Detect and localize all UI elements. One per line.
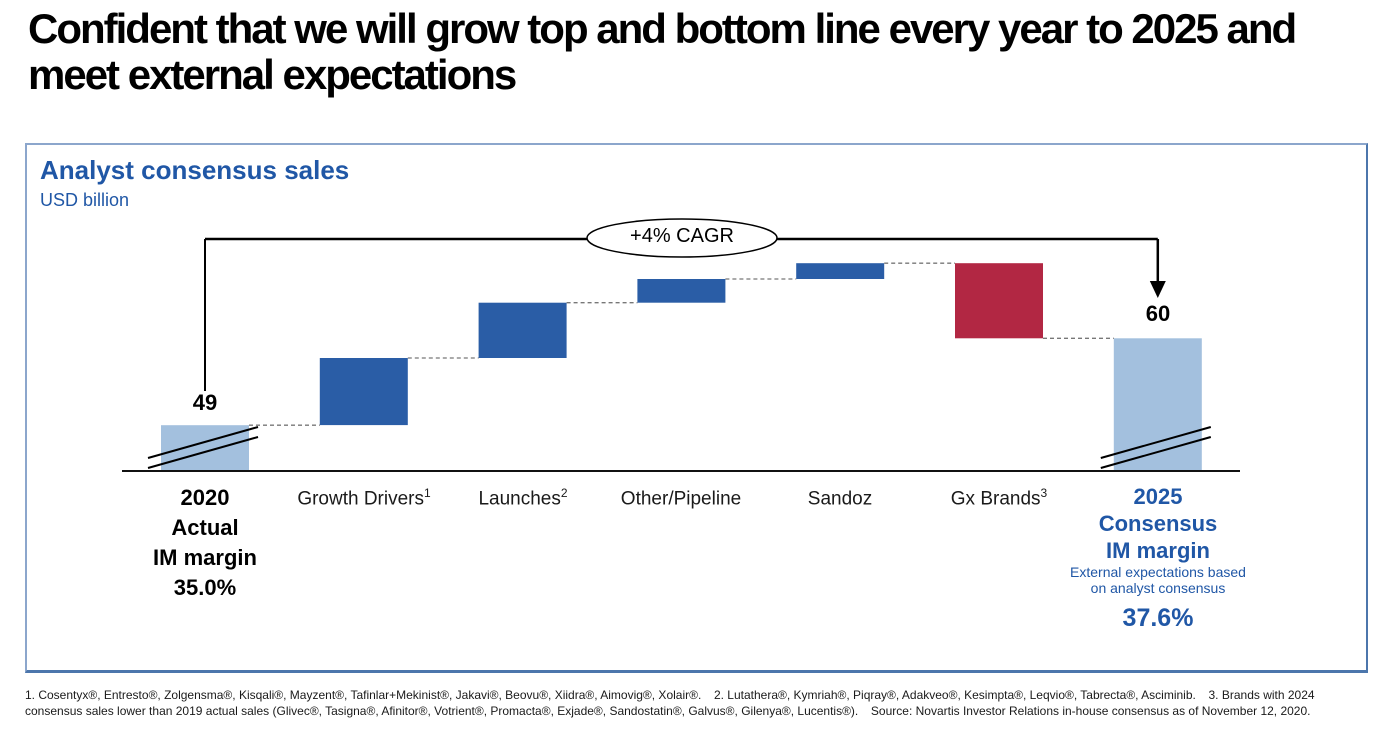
chart-subtitle: USD billion — [40, 190, 130, 210]
category-label-gx-brands: Gx Brands3 — [914, 486, 1084, 510]
bar-launches — [478, 302, 567, 358]
im-margin-2020-line: IM margin — [153, 545, 257, 570]
waterfall-chart: +4% CAGR 49 60 Growth Drivers1 Launches2… — [27, 145, 1366, 670]
category-label-launches: Launches2 — [438, 486, 608, 510]
bar-gx-brands — [955, 263, 1043, 339]
category-label-growth-drivers: Growth Drivers1 — [279, 486, 449, 510]
axis-break-mark — [147, 426, 259, 459]
category-label-other-pipeline: Other/Pipeline — [596, 486, 766, 510]
value-label-2020: 49 — [192, 390, 218, 415]
category-label-text: Gx Brands — [950, 488, 1041, 510]
bar-sandoz — [796, 263, 885, 279]
consensus-line: Consensus — [1098, 511, 1218, 536]
im-margin-2025-value: 37.6% — [1122, 604, 1194, 632]
axis-break-mark — [1100, 426, 1212, 459]
consensus-note-line: on analyst consensus — [1090, 580, 1226, 596]
consensus-note-line: External expectations based — [1070, 564, 1246, 580]
slide-title: Confident that we will grow top and bott… — [28, 5, 1297, 98]
axis-break-mark — [147, 436, 259, 469]
footnote-ref: 2 — [560, 486, 568, 500]
im-margin-2020-value: 35.0% — [173, 575, 237, 600]
chart-title: Analyst consensus sales — [40, 155, 350, 185]
category-label-text: Other/Pipeline — [620, 488, 742, 510]
cagr-arrowhead — [1149, 281, 1166, 298]
im-margin-2025-line: IM margin — [1106, 538, 1210, 563]
bar-growth-drivers — [319, 358, 408, 426]
category-label-text: Launches — [478, 488, 561, 510]
category-label-2025: 2025 — [1133, 484, 1183, 509]
chart-panel: Analyst consensus sales USD billion +4% … — [25, 143, 1368, 673]
footnote-ref: 3 — [1040, 486, 1048, 500]
category-label-2020: 2020 — [180, 485, 230, 510]
category-label-text: Growth Drivers — [297, 488, 424, 510]
waterfall-svg — [122, 218, 1240, 472]
axis-break-mark — [1100, 436, 1212, 469]
label-block-2020-im-margin: 2020 Actual IM margin 35.0% — [120, 483, 290, 603]
cagr-ellipse — [586, 218, 778, 258]
bar-other-pipeline — [637, 279, 726, 303]
footnotes: 1. Cosentyx®, Entresto®, Zolgensma®, Kis… — [25, 688, 1315, 718]
category-label-sandoz: Sandoz — [755, 486, 925, 510]
bar-2025 — [1113, 338, 1202, 471]
label-block-2025-consensus: 2025 Consensus IM margin External expect… — [1053, 483, 1263, 633]
im-margin-2020-line: Actual — [171, 515, 239, 540]
footnote-ref: 1 — [424, 486, 431, 500]
cagr-annotation: +4% CAGR — [630, 225, 734, 247]
category-label-text: Sandoz — [807, 488, 873, 510]
value-label-2025: 60 — [1145, 301, 1171, 326]
bar-2020 — [161, 425, 249, 471]
